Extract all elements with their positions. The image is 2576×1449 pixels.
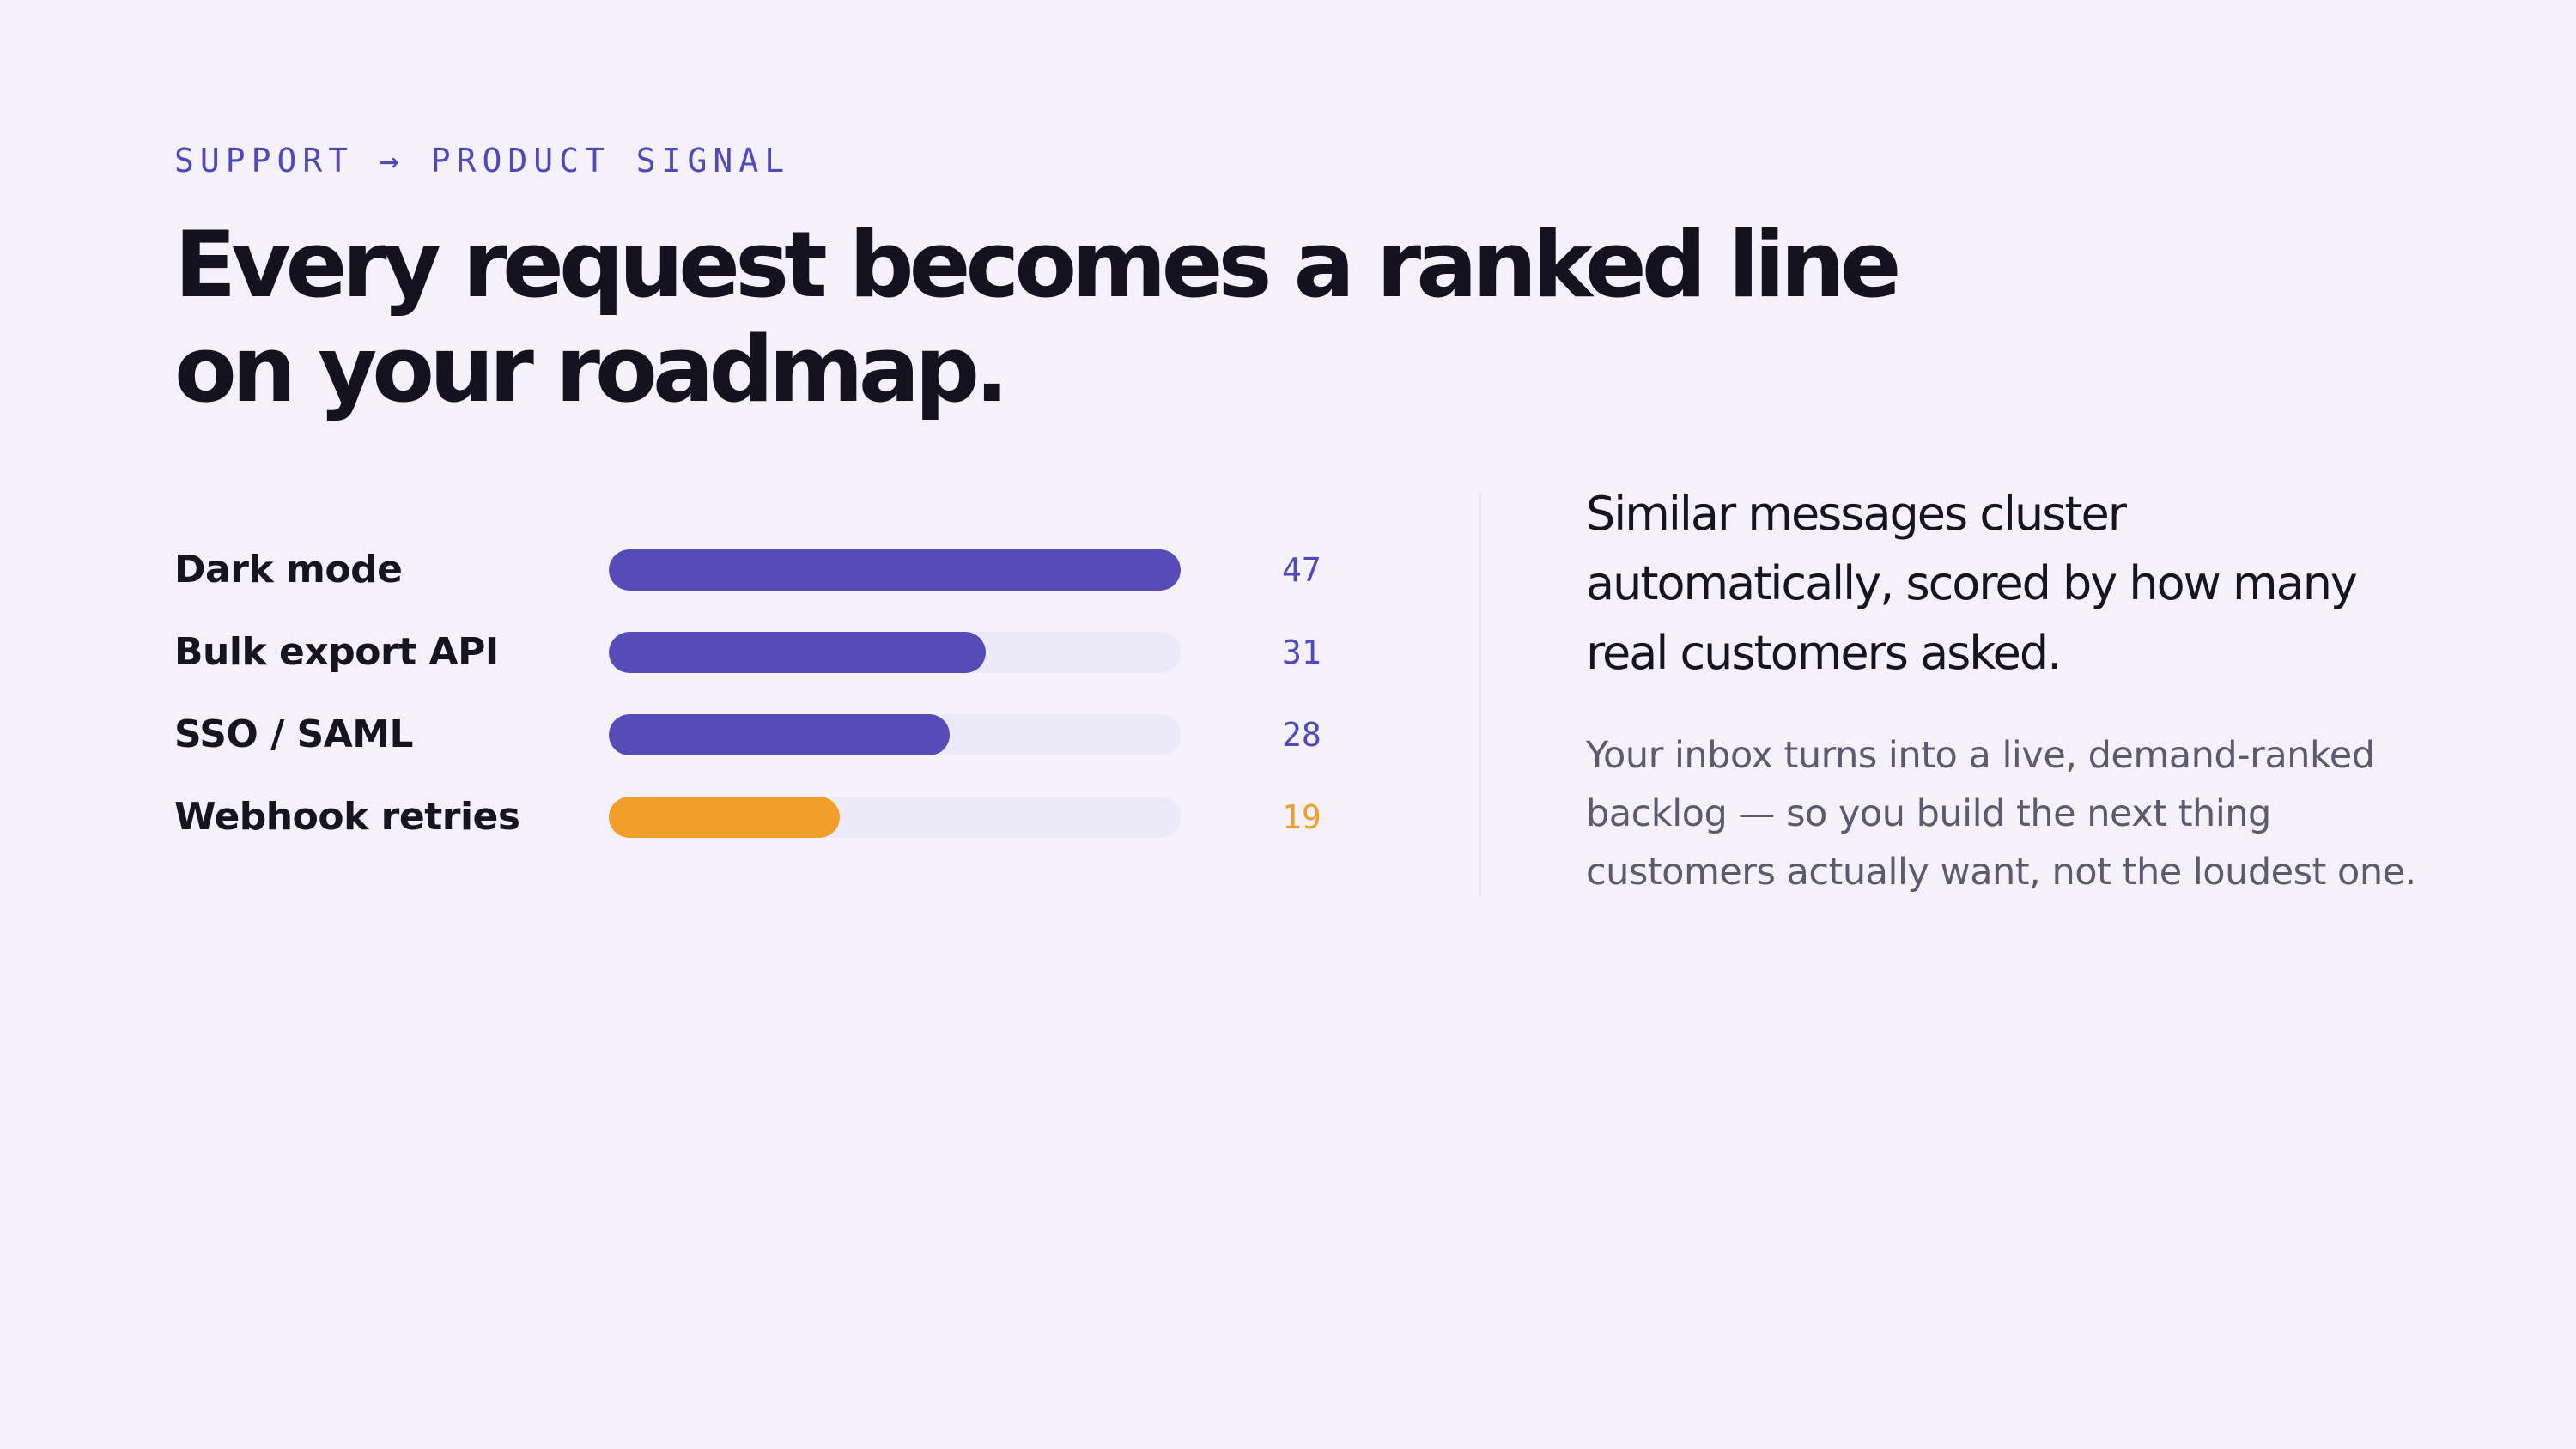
value-label: 28 [1282, 716, 1321, 754]
side-body-text: Your inbox turns into a live, demand-ran… [1586, 734, 2416, 894]
bar-track [609, 549, 1181, 591]
category-label: SSO / SAML [174, 712, 414, 756]
value-label: 31 [1282, 634, 1321, 671]
chart-row: Dark mode 47 [174, 541, 1394, 623]
value-label: 19 [1282, 798, 1321, 836]
bar [609, 797, 841, 838]
bar-track [609, 714, 1181, 755]
category-label: Bulk export API [174, 630, 499, 674]
bar [609, 549, 1181, 591]
chart-row: Bulk export API 31 [174, 623, 1394, 706]
page-title-line-1: Every request becomes a ranked line [174, 212, 1902, 318]
category-label: Dark mode [174, 548, 403, 591]
category-label: Webhook retries [174, 795, 520, 839]
value-label: 47 [1282, 551, 1321, 589]
bar-track [609, 797, 1181, 838]
page-title-line-2: on your roadmap. [174, 317, 1009, 422]
chart-row: Webhook retries 19 [174, 788, 1394, 870]
bar [609, 714, 950, 755]
chart-row: SSO / SAML 28 [174, 706, 1394, 788]
page-title: Every request becomes a ranked line on y… [174, 212, 1902, 422]
column-divider [1479, 493, 1481, 896]
bar-track [609, 632, 1181, 673]
bar [609, 632, 987, 673]
ranked-bar-chart: Dark mode 47 Bulk export API 31 SSO / SAML 28… [174, 541, 1394, 870]
eyebrow-label: SUPPORT → PRODUCT SIGNAL [174, 142, 791, 179]
side-lead-text: Similar messages cluster automatically, … [1586, 487, 2358, 680]
